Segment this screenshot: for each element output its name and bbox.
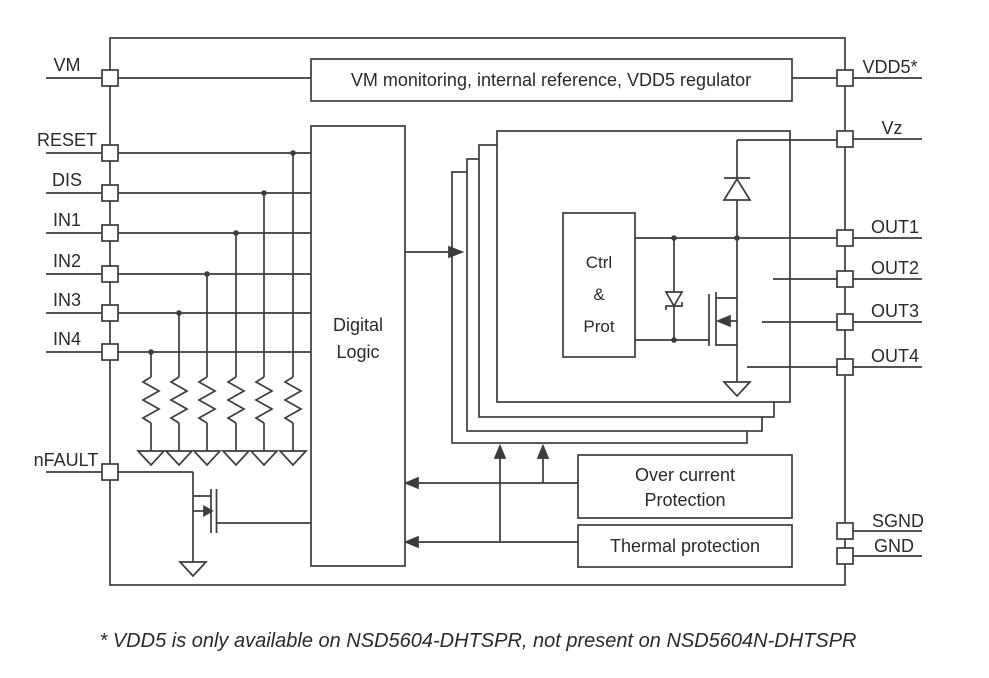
pin-in4 bbox=[101, 343, 119, 361]
pin-label-out4: OUT4 bbox=[871, 346, 919, 366]
ocp-wire bbox=[403, 443, 578, 490]
pin-label-in3: IN3 bbox=[53, 290, 81, 310]
pulldown-resistor bbox=[279, 376, 307, 466]
logic-to-stage-arrow bbox=[405, 245, 465, 259]
pulldown-resistor bbox=[137, 376, 165, 466]
pin-vz bbox=[836, 130, 854, 148]
footnote: * VDD5 is only available on NSD5604-DHTS… bbox=[100, 630, 857, 652]
digital-logic-label-1: Digital bbox=[333, 315, 383, 335]
pin-in1 bbox=[101, 224, 119, 242]
junction-dots bbox=[148, 150, 740, 355]
pin-label-vdd5: VDD5* bbox=[862, 57, 917, 77]
pin-nfault bbox=[101, 463, 119, 481]
pin-label-dis: DIS bbox=[52, 170, 82, 190]
pin-out1 bbox=[836, 229, 854, 247]
pin-out4 bbox=[836, 358, 854, 376]
pin-gnd bbox=[836, 547, 854, 565]
vm-monitor-label: VM monitoring, internal reference, VDD5 … bbox=[351, 70, 751, 90]
over-current-label-2: Protection bbox=[644, 490, 725, 510]
pin-vm bbox=[101, 69, 119, 87]
pin-pads bbox=[101, 69, 854, 565]
pin-label-in4: IN4 bbox=[53, 329, 81, 349]
input-wires bbox=[118, 77, 311, 377]
pin-vdd5 bbox=[836, 69, 854, 87]
pin-in2 bbox=[101, 265, 119, 283]
ctrl-prot-label-2: & bbox=[593, 285, 605, 304]
pin-sgnd bbox=[836, 522, 854, 540]
ctrl-prot-label-1: Ctrl bbox=[586, 253, 612, 272]
vz-diode bbox=[722, 177, 752, 238]
pulldown-resistors bbox=[137, 376, 307, 466]
pulldown-resistor bbox=[222, 376, 250, 466]
pulldown-resistor bbox=[165, 376, 193, 466]
ctrl-prot-block bbox=[562, 212, 636, 358]
power-mosfet bbox=[635, 238, 752, 398]
nfault-mosfet bbox=[118, 471, 311, 578]
digital-logic-label-2: Logic bbox=[336, 342, 379, 362]
thermal-block bbox=[577, 524, 793, 568]
pin-label-gnd: GND bbox=[874, 536, 914, 556]
pin-label-in2: IN2 bbox=[53, 251, 81, 271]
pulldown-resistor bbox=[193, 376, 221, 466]
mosfet-body-arrow bbox=[715, 314, 731, 328]
gate-zener-diode bbox=[664, 238, 684, 340]
ground-symbol bbox=[178, 561, 208, 578]
pin-label-out2: OUT2 bbox=[871, 258, 919, 278]
ctrl-prot-label-3: Prot bbox=[583, 317, 614, 336]
pin-out3 bbox=[836, 313, 854, 331]
pin-dis bbox=[101, 184, 119, 202]
left-pin-stubs bbox=[46, 77, 102, 473]
over-current-block bbox=[577, 454, 793, 519]
pin-label-nfault: nFAULT bbox=[34, 450, 99, 470]
output-stage-layer-1 bbox=[496, 130, 791, 403]
pulldown-resistor bbox=[250, 376, 278, 466]
pin-label-vm: VM bbox=[54, 55, 81, 75]
right-pin-stubs bbox=[853, 77, 922, 557]
pin-reset bbox=[101, 144, 119, 162]
labels: VM RESET DIS IN1 IN2 IN3 IN4 nFAULT VDD5… bbox=[34, 55, 924, 652]
pin-label-reset: RESET bbox=[37, 130, 97, 150]
pin-label-out1: OUT1 bbox=[871, 217, 919, 237]
pin-label-in1: IN1 bbox=[53, 210, 81, 230]
over-current-label-1: Over current bbox=[635, 465, 735, 485]
pin-label-vz: Vz bbox=[881, 118, 902, 138]
mosfet-body-arrow bbox=[203, 505, 214, 517]
thermal-wire bbox=[403, 443, 578, 549]
pin-out2 bbox=[836, 270, 854, 288]
pin-label-out3: OUT3 bbox=[871, 301, 919, 321]
digital-logic-block bbox=[310, 125, 406, 567]
pin-in3 bbox=[101, 304, 119, 322]
thermal-label: Thermal protection bbox=[610, 536, 760, 556]
ground-symbol bbox=[722, 381, 752, 398]
pin-label-sgnd: SGND bbox=[872, 511, 924, 531]
vm-monitor-block bbox=[310, 58, 793, 102]
